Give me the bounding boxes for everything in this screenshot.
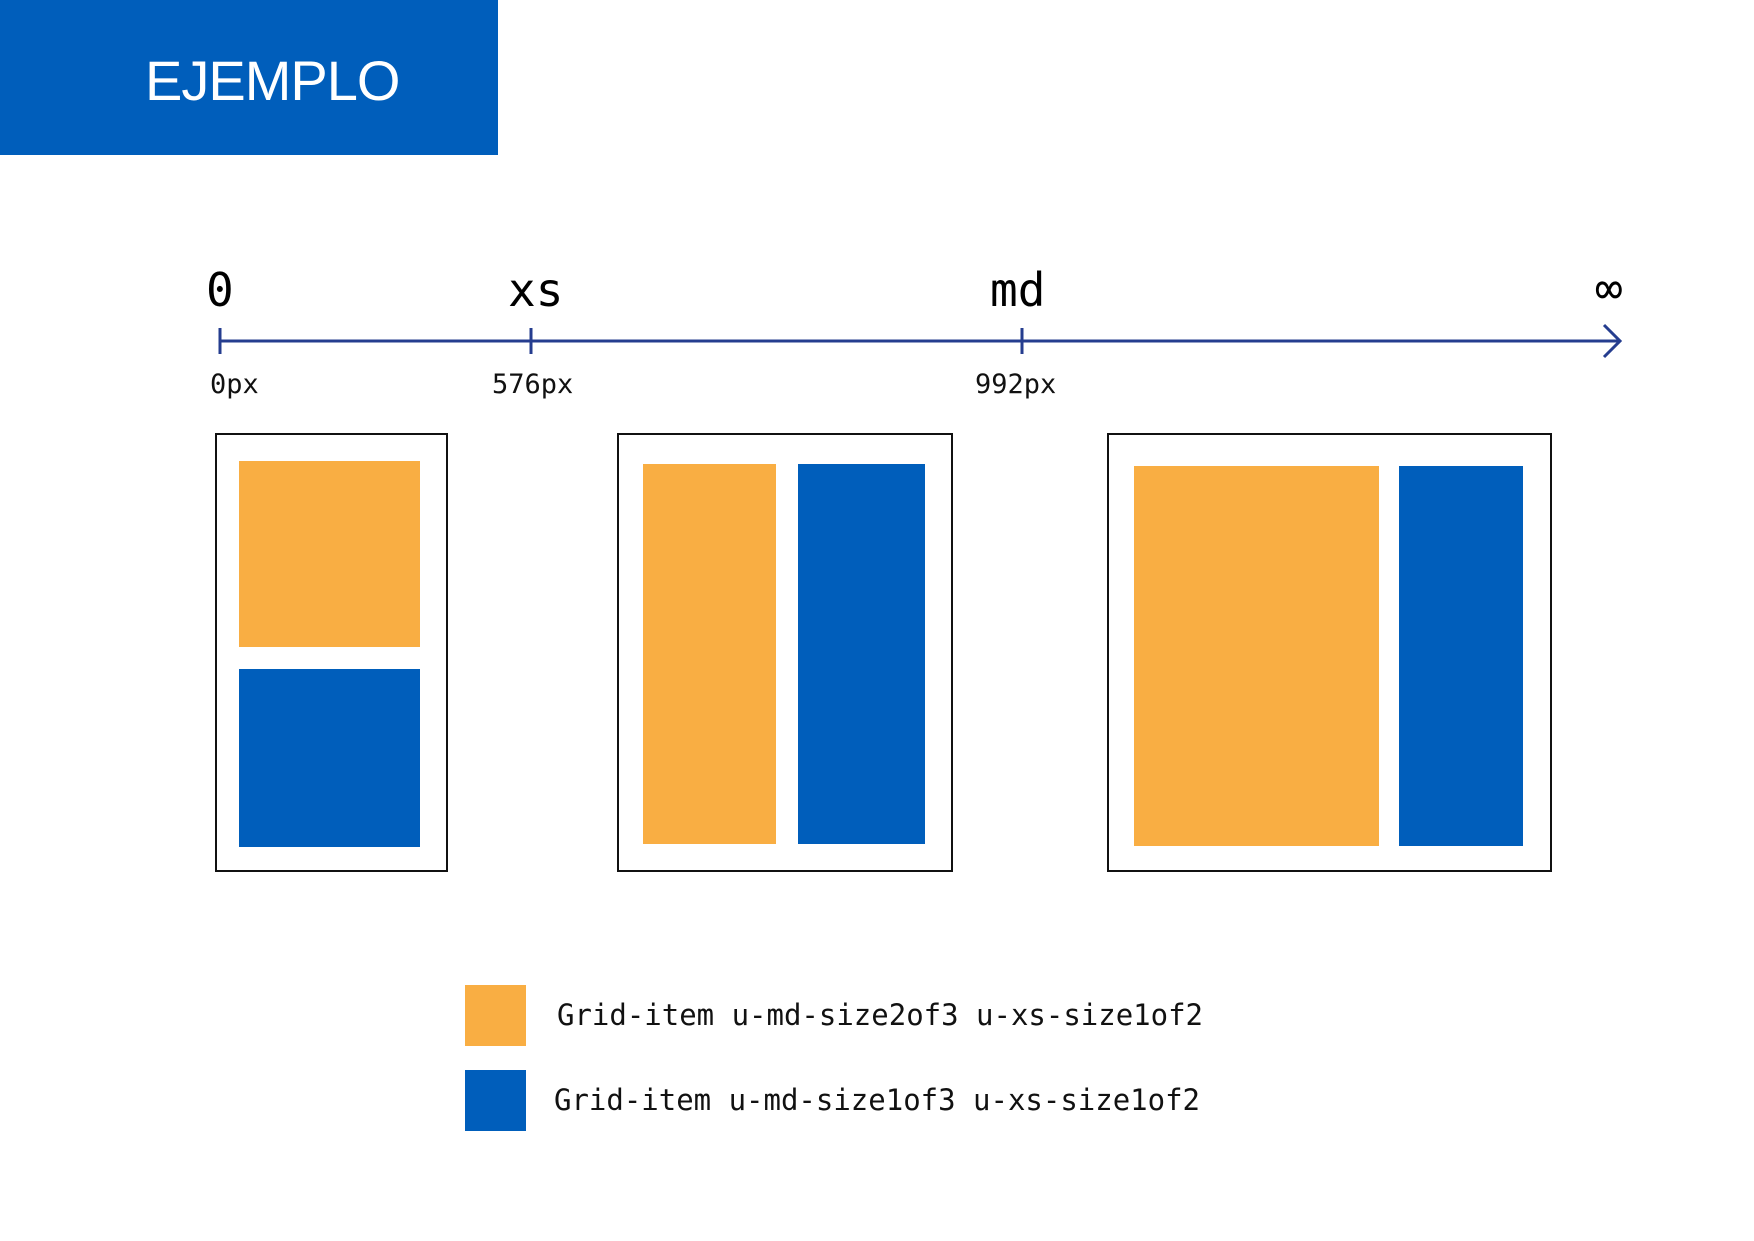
grid-item-blue xyxy=(798,464,925,844)
example-frame-md xyxy=(1107,433,1552,872)
grid-item-orange xyxy=(239,461,420,647)
grid-item-orange xyxy=(643,464,776,844)
grid-item-blue xyxy=(239,669,420,847)
example-frame-xs xyxy=(617,433,953,872)
page-title: EJEMPLO xyxy=(145,49,400,112)
legend-label-orange: Grid-item u-md-size2of3 u-xs-size1of2 xyxy=(557,998,1204,1032)
breakpoint-axis xyxy=(218,323,1623,359)
breakpoint-name-md: md xyxy=(990,263,1046,317)
axis-end-label: ∞ xyxy=(1595,261,1623,315)
breakpoint-px-0: 0px xyxy=(210,369,259,400)
example-frame-0 xyxy=(215,433,448,872)
grid-item-blue xyxy=(1399,466,1523,846)
legend-swatch-orange xyxy=(465,985,526,1046)
axis-arrow-icon xyxy=(1602,323,1623,359)
header-band xyxy=(0,0,498,155)
legend-label-blue: Grid-item u-md-size1of3 u-xs-size1of2 xyxy=(554,1083,1201,1117)
breakpoint-name-0: 0 xyxy=(206,263,234,317)
breakpoint-name-xs: xs xyxy=(508,263,564,317)
legend-swatch-blue xyxy=(465,1070,526,1131)
grid-item-orange xyxy=(1134,466,1379,846)
breakpoint-px-md: 992px xyxy=(975,369,1057,400)
breakpoint-px-xs: 576px xyxy=(492,369,574,400)
